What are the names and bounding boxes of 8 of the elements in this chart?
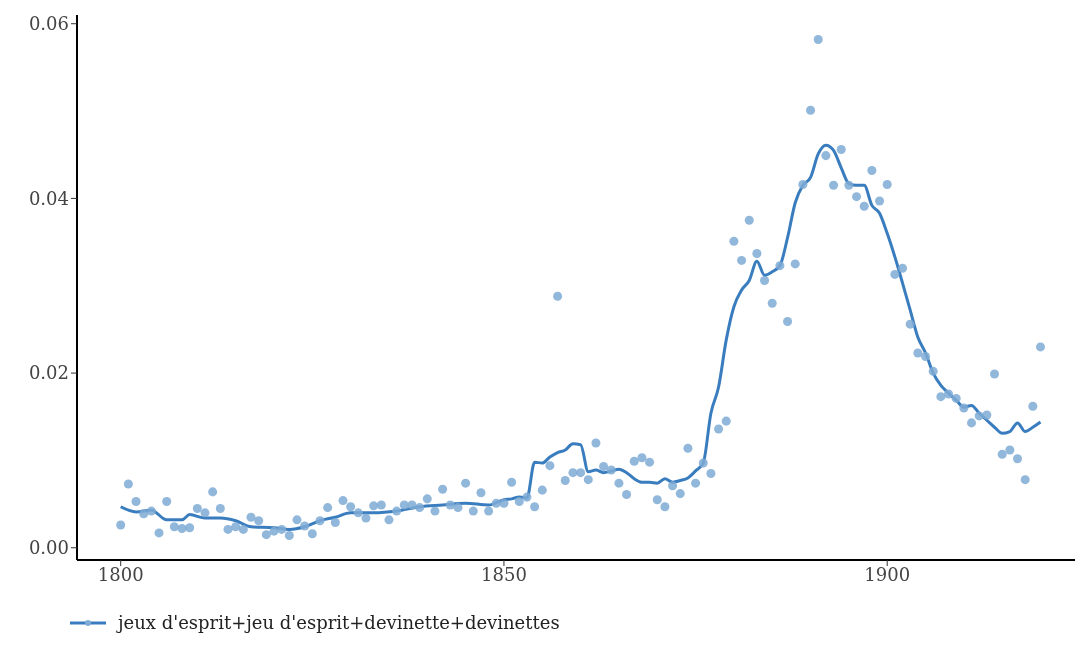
y-tick-label: 0.04: [28, 187, 69, 209]
legend-label: jeux d'esprit+jeu d'esprit+devinette+devinettes: [118, 612, 560, 633]
y-tick-label: 0.00: [28, 537, 69, 559]
y-tick-label: 0.02: [28, 362, 69, 384]
x-tick-label: 1800: [97, 563, 144, 585]
x-tick-label: 1850: [481, 563, 527, 585]
y-tick-label: 0.06: [28, 13, 69, 35]
x-tick-label: 1900: [864, 563, 911, 585]
